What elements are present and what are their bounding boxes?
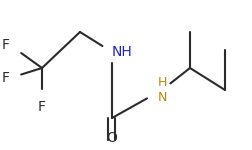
Text: H
N: H N xyxy=(157,76,166,104)
Text: F: F xyxy=(38,100,46,114)
Text: O: O xyxy=(106,131,117,145)
Text: NH: NH xyxy=(112,45,132,59)
Text: F: F xyxy=(2,38,10,52)
Text: F: F xyxy=(2,71,10,85)
